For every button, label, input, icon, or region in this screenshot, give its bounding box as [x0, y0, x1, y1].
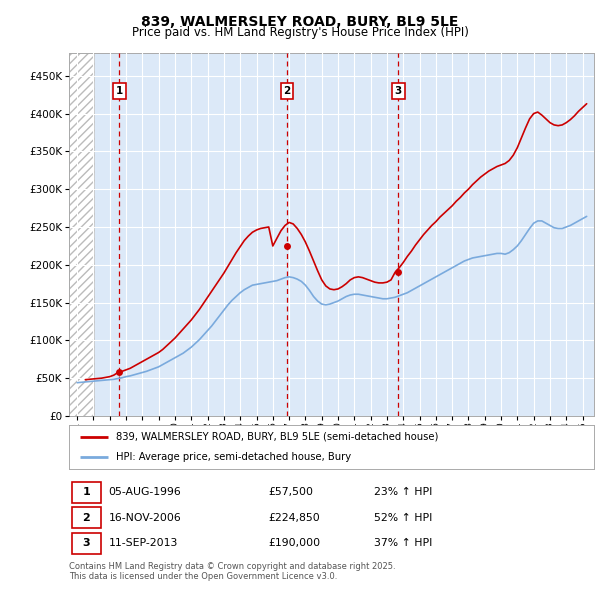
Text: 2: 2: [82, 513, 90, 523]
Text: 52% ↑ HPI: 52% ↑ HPI: [373, 513, 432, 523]
Text: 11-SEP-2013: 11-SEP-2013: [109, 538, 178, 548]
Text: Price paid vs. HM Land Registry's House Price Index (HPI): Price paid vs. HM Land Registry's House …: [131, 26, 469, 39]
FancyBboxPatch shape: [71, 507, 101, 528]
FancyBboxPatch shape: [71, 533, 101, 553]
Text: 839, WALMERSLEY ROAD, BURY, BL9 5LE: 839, WALMERSLEY ROAD, BURY, BL9 5LE: [142, 15, 458, 29]
Text: 23% ↑ HPI: 23% ↑ HPI: [373, 487, 432, 497]
Text: 1: 1: [82, 487, 90, 497]
Text: Contains HM Land Registry data © Crown copyright and database right 2025.
This d: Contains HM Land Registry data © Crown c…: [69, 562, 395, 581]
FancyBboxPatch shape: [71, 482, 101, 503]
Text: £57,500: £57,500: [269, 487, 314, 497]
Text: 3: 3: [82, 538, 90, 548]
Text: £190,000: £190,000: [269, 538, 320, 548]
Text: £224,850: £224,850: [269, 513, 320, 523]
Bar: [69, 53, 94, 416]
Text: 2: 2: [284, 86, 291, 96]
Text: 05-AUG-1996: 05-AUG-1996: [109, 487, 181, 497]
Text: HPI: Average price, semi-detached house, Bury: HPI: Average price, semi-detached house,…: [116, 452, 352, 462]
Text: 839, WALMERSLEY ROAD, BURY, BL9 5LE (semi-detached house): 839, WALMERSLEY ROAD, BURY, BL9 5LE (sem…: [116, 432, 439, 442]
Text: 16-NOV-2006: 16-NOV-2006: [109, 513, 181, 523]
Text: 3: 3: [395, 86, 402, 96]
Text: 1: 1: [116, 86, 123, 96]
Text: 37% ↑ HPI: 37% ↑ HPI: [373, 538, 432, 548]
